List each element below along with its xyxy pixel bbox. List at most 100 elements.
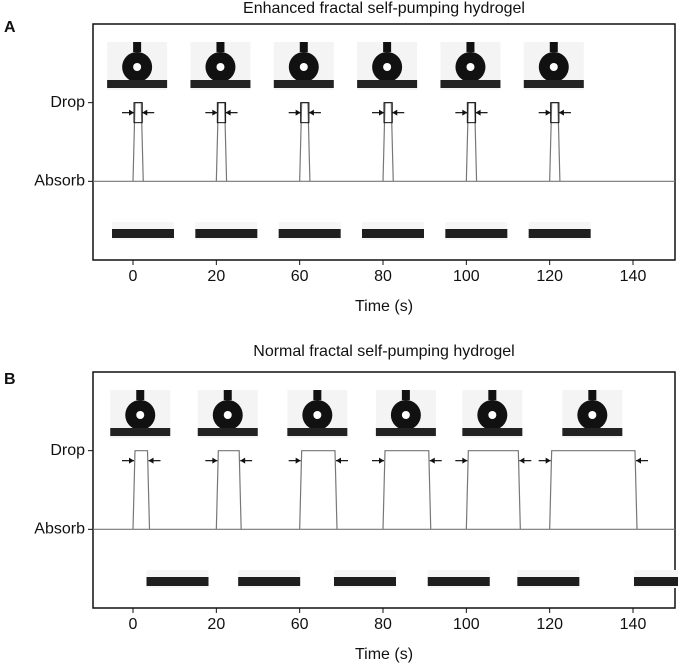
droplet-highlight bbox=[488, 411, 497, 419]
arrow-head bbox=[545, 457, 551, 464]
x-axis-label: Time (s) bbox=[355, 298, 413, 315]
hydrogel-strip bbox=[427, 577, 490, 586]
x-tick-label: 140 bbox=[620, 268, 647, 285]
needle bbox=[466, 42, 475, 52]
panel-letter: B bbox=[4, 371, 16, 388]
substrate bbox=[440, 80, 501, 88]
substrate bbox=[190, 80, 251, 88]
substrate bbox=[523, 80, 584, 88]
substrate bbox=[287, 428, 348, 436]
needle bbox=[549, 42, 558, 52]
needle bbox=[383, 42, 392, 52]
pulse bbox=[215, 102, 228, 182]
arrow-head bbox=[148, 457, 154, 464]
substrate bbox=[357, 80, 418, 88]
hydrogel-strip bbox=[195, 229, 258, 238]
needle bbox=[299, 42, 308, 52]
x-tick-label: 120 bbox=[536, 616, 563, 633]
y-tick-label: Absorb bbox=[34, 173, 85, 190]
x-tick-label: 100 bbox=[453, 616, 480, 633]
hydrogel-strip bbox=[146, 577, 209, 586]
substrate bbox=[197, 428, 258, 436]
arrow-head bbox=[225, 109, 231, 116]
hydrogel-strip bbox=[528, 229, 591, 238]
pulse-marker bbox=[383, 102, 393, 124]
needle bbox=[588, 390, 597, 400]
pulse bbox=[549, 450, 638, 530]
arrow-head bbox=[212, 457, 218, 464]
y-tick-label: Drop bbox=[50, 94, 85, 111]
arrow-head bbox=[142, 109, 148, 116]
x-tick-label: 20 bbox=[207, 268, 225, 285]
hydrogel-strip bbox=[238, 577, 301, 586]
pulse bbox=[382, 102, 394, 182]
hydrogel-strip bbox=[278, 229, 341, 238]
droplet-highlight bbox=[313, 411, 322, 419]
droplet-highlight bbox=[549, 63, 558, 71]
needle bbox=[401, 390, 410, 400]
needle bbox=[136, 390, 145, 400]
pulse-marker bbox=[216, 102, 227, 124]
panel-letter: A bbox=[4, 19, 16, 36]
needle bbox=[223, 390, 232, 400]
x-tick-label: 100 bbox=[453, 268, 480, 285]
pulse-marker bbox=[466, 102, 477, 124]
droplet-highlight bbox=[299, 63, 308, 71]
arrow-head bbox=[129, 457, 134, 464]
droplet-highlight bbox=[136, 411, 145, 419]
x-tick-label: 20 bbox=[207, 616, 225, 633]
pulse bbox=[132, 102, 144, 182]
arrow-head bbox=[308, 109, 314, 116]
needle bbox=[488, 390, 497, 400]
droplet-highlight bbox=[223, 411, 232, 419]
substrate bbox=[562, 428, 623, 436]
pulse-marker bbox=[300, 102, 310, 124]
pulse bbox=[215, 450, 242, 530]
pulse-marker bbox=[550, 102, 560, 124]
x-tick-label: 80 bbox=[374, 616, 392, 633]
arrow-head bbox=[379, 457, 384, 464]
arrow-head bbox=[295, 457, 301, 464]
arrow-head bbox=[129, 109, 134, 116]
hydrogel-strip bbox=[445, 229, 508, 238]
y-tick-label: Drop bbox=[50, 442, 85, 459]
hydrogel-strip bbox=[334, 577, 396, 586]
arrow-head bbox=[519, 457, 525, 464]
pulse bbox=[465, 102, 478, 182]
arrow-head bbox=[558, 109, 564, 116]
pulse bbox=[299, 102, 311, 182]
hydrogel-strip bbox=[112, 229, 174, 238]
droplet-highlight bbox=[133, 63, 142, 71]
pulse bbox=[549, 102, 561, 182]
needle bbox=[216, 42, 225, 52]
x-axis-label: Time (s) bbox=[355, 646, 413, 663]
x-tick-label: 0 bbox=[129, 616, 138, 633]
hydrogel-strip bbox=[517, 577, 580, 586]
chart-title: Enhanced fractal self-pumping hydrogel bbox=[243, 0, 525, 17]
arrow-head bbox=[475, 109, 481, 116]
x-tick-label: 120 bbox=[536, 268, 563, 285]
chart-title: Normal fractal self-pumping hydrogel bbox=[253, 343, 514, 360]
hydrogel-strip bbox=[362, 229, 424, 238]
arrow-head bbox=[636, 457, 641, 464]
arrow-head bbox=[462, 109, 468, 116]
droplet-highlight bbox=[401, 411, 410, 419]
x-tick-label: 0 bbox=[129, 268, 138, 285]
pulse bbox=[382, 450, 432, 530]
arrow-head bbox=[429, 457, 435, 464]
plot-frame bbox=[92, 23, 676, 261]
substrate bbox=[107, 80, 168, 88]
substrate bbox=[375, 428, 436, 436]
needle bbox=[133, 42, 142, 52]
pulse-marker bbox=[133, 102, 143, 124]
droplet-highlight bbox=[466, 63, 475, 71]
pulse bbox=[132, 450, 151, 530]
x-tick-label: 60 bbox=[291, 268, 309, 285]
substrate bbox=[110, 428, 171, 436]
y-tick-label: Absorb bbox=[34, 521, 85, 538]
needle bbox=[313, 390, 322, 400]
arrow-head bbox=[462, 457, 468, 464]
droplet-highlight bbox=[588, 411, 597, 419]
arrow-head bbox=[240, 457, 246, 464]
